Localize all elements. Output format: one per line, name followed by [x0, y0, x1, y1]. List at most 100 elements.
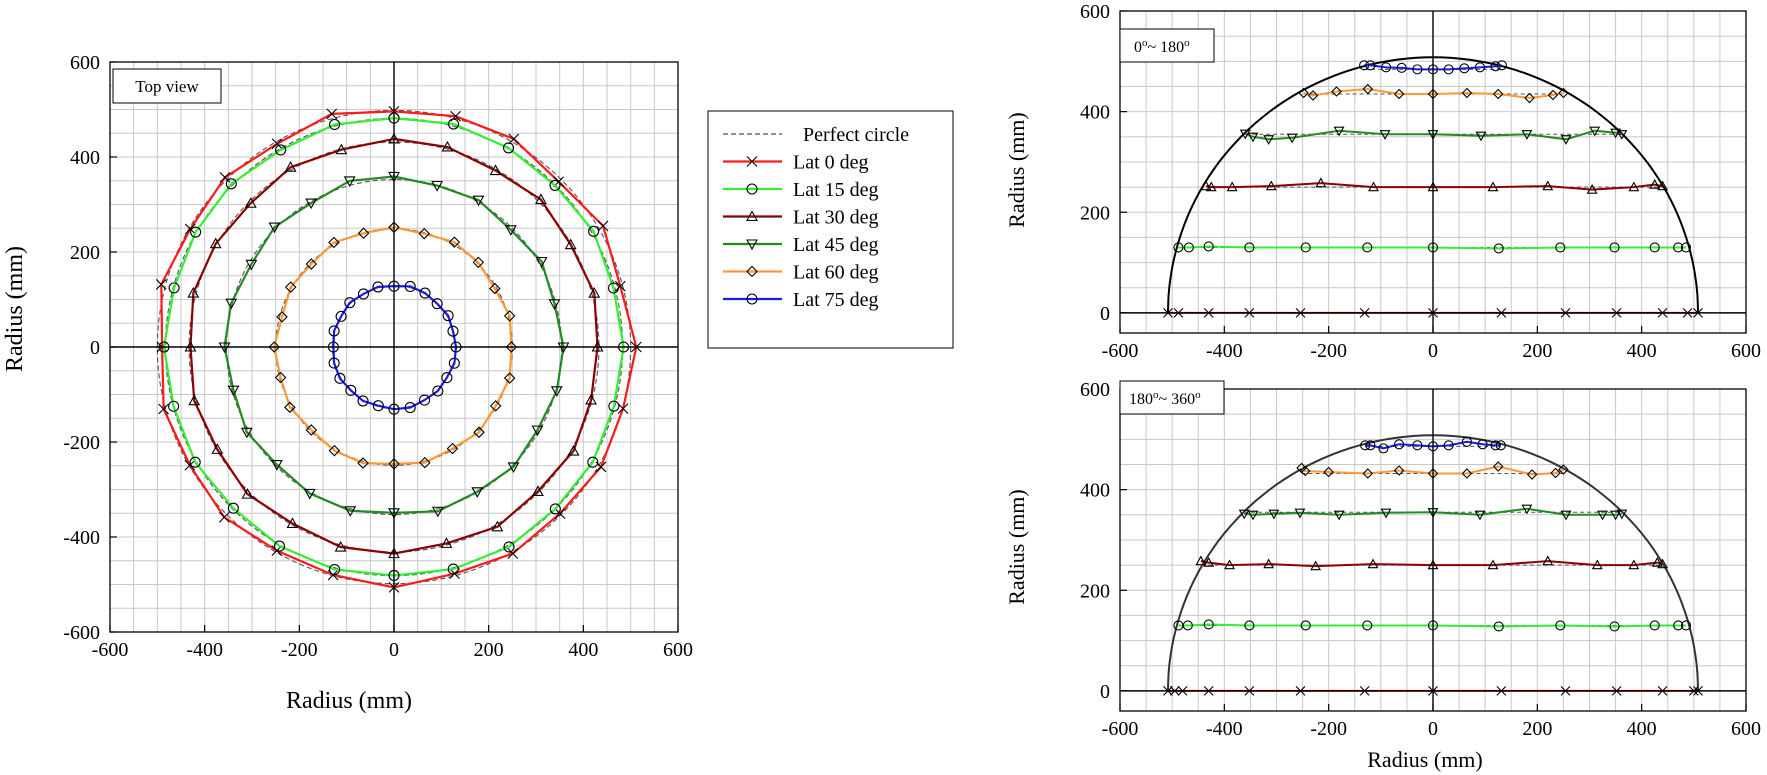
data-point	[1381, 62, 1392, 73]
data-point	[531, 425, 544, 437]
side-view-lower-y-axis-label: Radius (mm)	[1004, 489, 1029, 605]
data-point	[329, 118, 341, 131]
series-markers-lat-5	[1359, 60, 1507, 75]
data-point	[1239, 129, 1251, 140]
top-view-y-axis-label: Radius (mm)	[2, 246, 28, 372]
data-point	[357, 395, 369, 407]
data-point	[585, 393, 597, 405]
data-point	[1379, 130, 1391, 140]
data-point	[567, 444, 580, 456]
data-point	[1628, 559, 1640, 570]
y-tick-label: 400	[1080, 102, 1110, 124]
data-point	[188, 394, 201, 406]
data-point	[1244, 242, 1255, 253]
data-point	[447, 118, 460, 130]
data-point	[588, 225, 600, 237]
data-point	[1331, 86, 1342, 97]
data-point	[305, 424, 318, 436]
y-tick-label: -200	[63, 432, 100, 454]
data-point	[1333, 510, 1345, 521]
data-point	[1265, 180, 1277, 191]
legend-swatch-marker	[746, 210, 758, 222]
data-point	[549, 503, 561, 515]
data-point	[1591, 559, 1603, 570]
legend-box	[707, 110, 954, 349]
x-tick-label: -600	[1102, 718, 1139, 740]
data-point	[503, 541, 515, 553]
data-point	[1203, 556, 1215, 567]
x-tick-label: 0	[1428, 340, 1438, 362]
y-tick-label: 600	[1080, 379, 1110, 401]
data-point	[1657, 558, 1668, 569]
top-view-annotation: Top view	[112, 68, 222, 104]
data-point	[305, 198, 318, 210]
data-point	[1461, 468, 1473, 479]
top-view-panel: -600 -400 -200 0 200 400 600 -600 -400 -200 0 200 40…	[2, 52, 693, 714]
x-tick-label: 400	[568, 639, 598, 661]
data-point	[404, 280, 416, 292]
x-tick-label: -200	[281, 639, 318, 661]
data-point	[227, 502, 239, 514]
data-point	[168, 400, 180, 412]
data-point	[1380, 508, 1392, 519]
series-markers-lat-0	[1163, 685, 1703, 696]
data-point	[1360, 440, 1371, 451]
legend: Perfect circle Lat 0 deg Lat 15 deg Lat 30 …	[707, 110, 954, 349]
data-point	[1609, 242, 1620, 253]
data-point	[617, 403, 629, 414]
data-point	[168, 282, 180, 294]
data-point	[284, 281, 297, 293]
data-point	[1238, 509, 1250, 520]
data-point	[284, 161, 297, 172]
y-tick-label: 0	[1100, 681, 1110, 703]
data-point	[1461, 87, 1473, 99]
x-tick-label: -400	[186, 639, 223, 661]
data-point	[1459, 63, 1470, 74]
data-point	[1182, 620, 1193, 631]
data-point	[357, 227, 370, 239]
data-point	[1393, 88, 1405, 100]
data-point	[1487, 559, 1499, 570]
data-point	[1560, 510, 1572, 521]
data-point	[1362, 242, 1373, 253]
data-point	[448, 236, 461, 248]
data-point	[276, 311, 288, 323]
data-point	[432, 385, 444, 397]
data-point	[328, 325, 340, 337]
data-point	[1597, 510, 1608, 521]
data-point	[447, 325, 459, 337]
data-point	[1365, 440, 1376, 451]
side-view-upper-y-axis-label: Radius (mm)	[1004, 112, 1029, 228]
data-point	[1610, 510, 1622, 521]
series-markers-lat-3	[1238, 504, 1628, 521]
data-point	[273, 540, 286, 552]
x-tick-label: -200	[1310, 340, 1347, 362]
data-point	[305, 258, 318, 270]
legend-entry: Lat 75 deg	[723, 289, 879, 311]
data-point	[489, 400, 502, 412]
data-point	[1628, 181, 1640, 192]
data-point	[286, 517, 299, 529]
data-point	[271, 138, 283, 150]
legend-label: Perfect circle	[803, 124, 909, 146]
data-point	[1490, 440, 1501, 451]
data-point	[442, 310, 454, 322]
data-point	[549, 179, 561, 191]
x-tick-label: -200	[1310, 718, 1347, 740]
side-view-lower-annotation: 180o~ 360o	[1119, 380, 1225, 415]
series-markers-lat-4	[1298, 83, 1569, 104]
data-point	[344, 506, 357, 517]
legend-label: Lat 75 deg	[793, 289, 879, 311]
data-point	[447, 563, 459, 575]
y-tick-label: 200	[1080, 202, 1110, 224]
data-point	[1286, 133, 1298, 144]
data-point	[326, 108, 338, 120]
data-point	[284, 401, 296, 414]
data-point	[1651, 556, 1663, 567]
data-point	[446, 442, 459, 455]
data-point	[440, 537, 453, 548]
data-point	[505, 341, 518, 353]
data-point	[1490, 61, 1501, 72]
data-point	[1300, 242, 1311, 253]
